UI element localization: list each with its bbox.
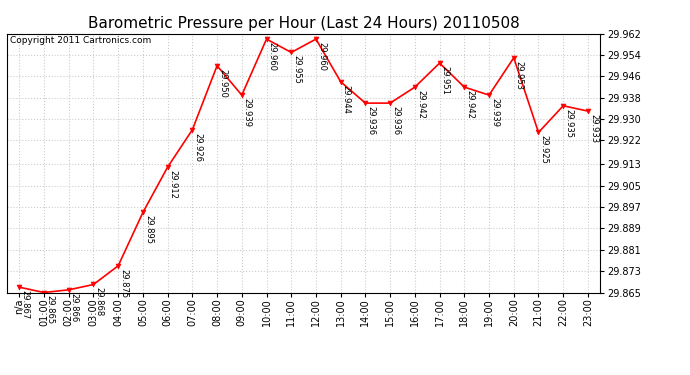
Text: 29.935: 29.935 [564,108,573,138]
Text: 29.944: 29.944 [342,84,351,113]
Text: 29.960: 29.960 [268,42,277,71]
Text: 29.895: 29.895 [144,215,153,244]
Text: 29.936: 29.936 [366,106,375,135]
Text: 29.866: 29.866 [70,292,79,322]
Text: 29.926: 29.926 [193,132,202,162]
Text: 29.960: 29.960 [317,42,326,71]
Text: 29.951: 29.951 [441,66,450,95]
Text: 29.936: 29.936 [391,106,400,135]
Text: 29.933: 29.933 [589,114,598,143]
Text: 29.865: 29.865 [45,295,54,324]
Text: 29.867: 29.867 [20,290,29,319]
Text: 29.942: 29.942 [465,90,474,119]
Title: Barometric Pressure per Hour (Last 24 Hours) 20110508: Barometric Pressure per Hour (Last 24 Ho… [88,16,520,31]
Text: 29.912: 29.912 [168,170,177,199]
Text: 29.955: 29.955 [293,55,302,84]
Text: Copyright 2011 Cartronics.com: Copyright 2011 Cartronics.com [10,36,151,45]
Text: 29.942: 29.942 [416,90,425,119]
Text: 29.868: 29.868 [95,287,103,316]
Text: 29.875: 29.875 [119,268,128,298]
Text: 29.939: 29.939 [490,98,499,127]
Text: 29.953: 29.953 [515,60,524,90]
Text: 29.939: 29.939 [243,98,252,127]
Text: 29.925: 29.925 [540,135,549,164]
Text: 29.950: 29.950 [218,69,227,98]
